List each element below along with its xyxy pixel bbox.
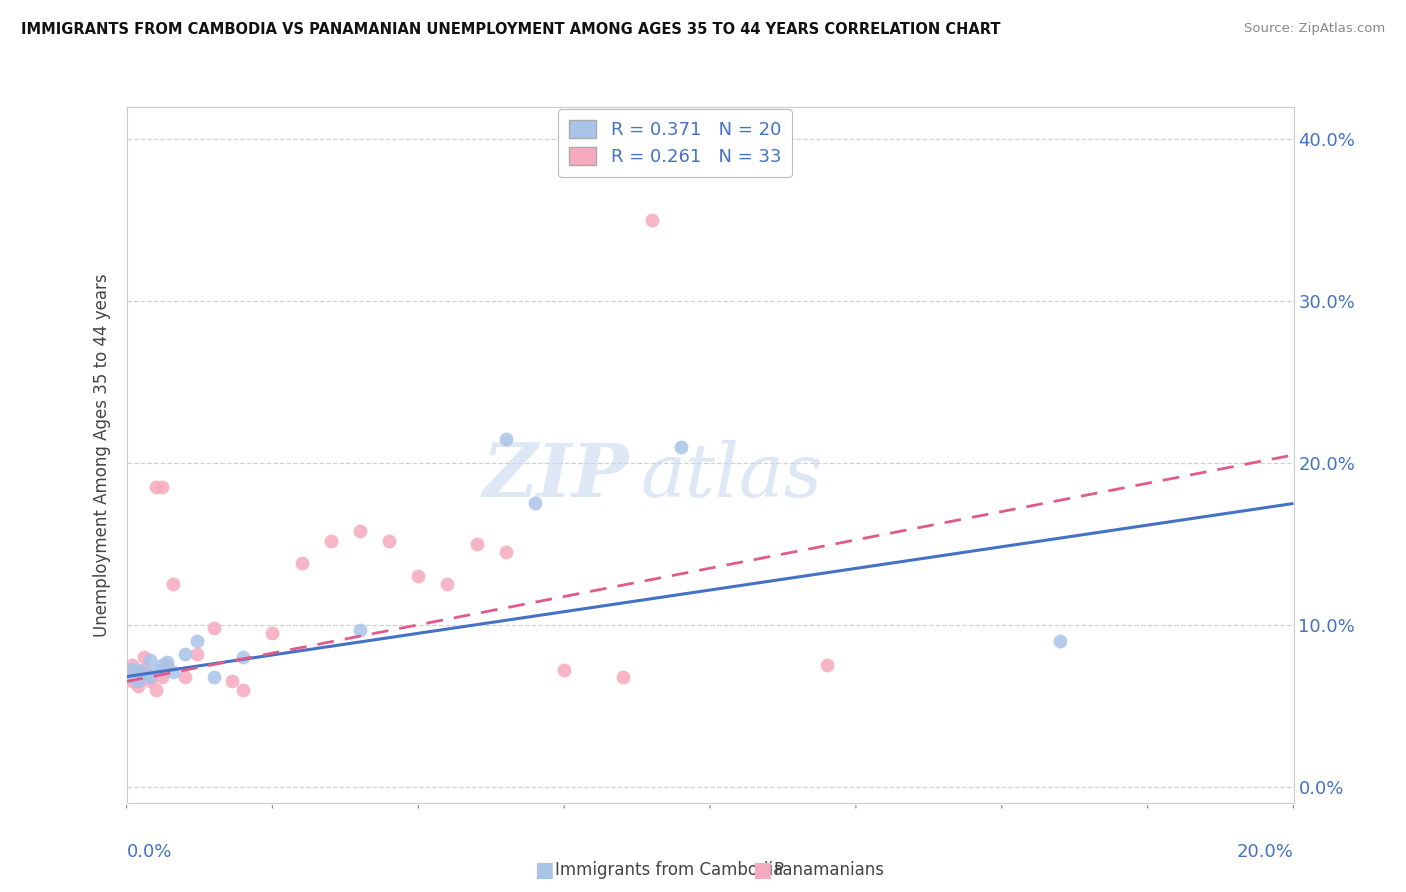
Point bbox=[150, 658, 173, 673]
Point bbox=[640, 213, 664, 227]
Point bbox=[408, 569, 430, 583]
Point bbox=[349, 524, 371, 538]
Point bbox=[162, 577, 184, 591]
Point bbox=[132, 650, 155, 665]
Point bbox=[349, 623, 371, 637]
Point bbox=[127, 674, 149, 689]
Text: Source: ZipAtlas.com: Source: ZipAtlas.com bbox=[1244, 22, 1385, 36]
Point bbox=[121, 658, 143, 673]
Point bbox=[174, 647, 197, 661]
Point bbox=[139, 670, 162, 684]
Text: IMMIGRANTS FROM CAMBODIA VS PANAMANIAN UNEMPLOYMENT AMONG AGES 35 TO 44 YEARS CO: IMMIGRANTS FROM CAMBODIA VS PANAMANIAN U… bbox=[21, 22, 1001, 37]
Text: ZIP: ZIP bbox=[482, 440, 628, 512]
Point bbox=[495, 432, 517, 446]
Point bbox=[202, 670, 225, 684]
Point bbox=[145, 480, 167, 494]
Point bbox=[495, 545, 517, 559]
Point bbox=[132, 663, 155, 677]
Point bbox=[232, 682, 254, 697]
Text: Immigrants from Cambodia: Immigrants from Cambodia bbox=[555, 861, 783, 879]
Point bbox=[150, 480, 173, 494]
Point bbox=[121, 674, 143, 689]
Point bbox=[156, 658, 179, 673]
Point bbox=[612, 670, 634, 684]
Point bbox=[145, 663, 167, 677]
Point bbox=[262, 626, 284, 640]
Text: ■: ■ bbox=[534, 860, 554, 880]
Point bbox=[139, 674, 162, 689]
Point bbox=[162, 665, 184, 679]
Point bbox=[465, 537, 488, 551]
Point bbox=[139, 653, 162, 667]
Point bbox=[121, 661, 143, 675]
Point bbox=[553, 663, 575, 677]
Point bbox=[524, 496, 547, 510]
Point bbox=[186, 647, 208, 661]
Point bbox=[669, 440, 692, 454]
Point bbox=[150, 670, 173, 684]
Point bbox=[132, 666, 155, 681]
Text: 0.0%: 0.0% bbox=[127, 843, 172, 862]
Point bbox=[290, 557, 312, 571]
Point bbox=[815, 658, 838, 673]
Text: 20.0%: 20.0% bbox=[1237, 843, 1294, 862]
Point bbox=[232, 650, 254, 665]
Text: Panamanians: Panamanians bbox=[773, 861, 884, 879]
Point bbox=[139, 670, 162, 684]
Text: atlas: atlas bbox=[640, 440, 823, 512]
Point bbox=[121, 670, 143, 684]
Point bbox=[127, 679, 149, 693]
Y-axis label: Unemployment Among Ages 35 to 44 years: Unemployment Among Ages 35 to 44 years bbox=[93, 273, 111, 637]
Point bbox=[378, 533, 401, 548]
Point bbox=[186, 634, 208, 648]
Point bbox=[436, 577, 458, 591]
Point bbox=[127, 670, 149, 684]
Point bbox=[202, 621, 225, 635]
Point bbox=[174, 670, 197, 684]
Point bbox=[1049, 634, 1071, 648]
Legend: R = 0.371   N = 20, R = 0.261   N = 33: R = 0.371 N = 20, R = 0.261 N = 33 bbox=[558, 109, 792, 177]
Point bbox=[319, 533, 342, 548]
Point bbox=[127, 663, 149, 677]
Point bbox=[156, 655, 179, 669]
Point bbox=[221, 674, 243, 689]
Text: ■: ■ bbox=[752, 860, 772, 880]
Point bbox=[121, 666, 143, 681]
Point bbox=[145, 682, 167, 697]
